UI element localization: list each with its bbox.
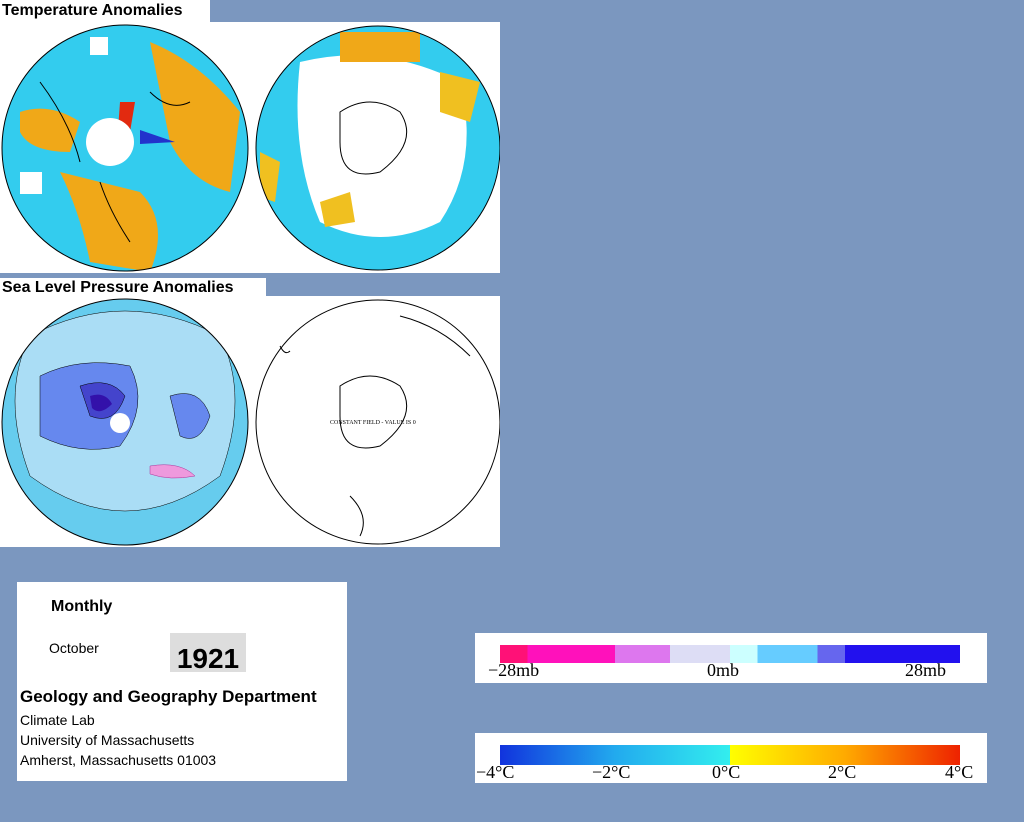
legend-label: 2°C [828, 762, 857, 782]
address-line: Amherst, Massachusetts 01003 [20, 752, 217, 768]
address-line: Climate Lab [20, 712, 95, 728]
legend-label: −2°C [592, 762, 631, 782]
legend-label: 0°C [712, 762, 741, 782]
panel-title: Temperature Anomalies [0, 0, 210, 22]
color-bar [500, 745, 960, 765]
panel-title: Sea Level Pressure Anomalies [0, 278, 266, 296]
period: Monthly [51, 598, 113, 615]
month: October [49, 640, 99, 656]
info-box: Monthly October 1921 Geology and Geograp… [17, 582, 347, 781]
pressure-maps: CONSTANT FIELD - VALUE IS 0 [0, 296, 500, 547]
north-map [2, 299, 248, 545]
map-note: CONSTANT FIELD - VALUE IS 0 [330, 420, 416, 426]
legend-label: 0mb [707, 660, 740, 680]
color-bar [500, 645, 960, 663]
address-line: University of Massachusetts [20, 732, 195, 748]
temperature-legend: −4°C −2°C 0°C 2°C 4°C [475, 733, 987, 783]
legend-label: 4°C [945, 762, 974, 782]
department: Geology and Geography Department [20, 687, 317, 706]
legend-label: −4°C [476, 762, 515, 782]
south-map [256, 26, 500, 270]
temperature-maps [0, 22, 500, 273]
pressure-legend: −28mb 0mb 28mb [475, 633, 987, 683]
year: 1921 [170, 633, 246, 674]
legend-label: −28mb [488, 660, 540, 680]
north-map [2, 25, 248, 271]
legend-label: 28mb [905, 660, 947, 680]
